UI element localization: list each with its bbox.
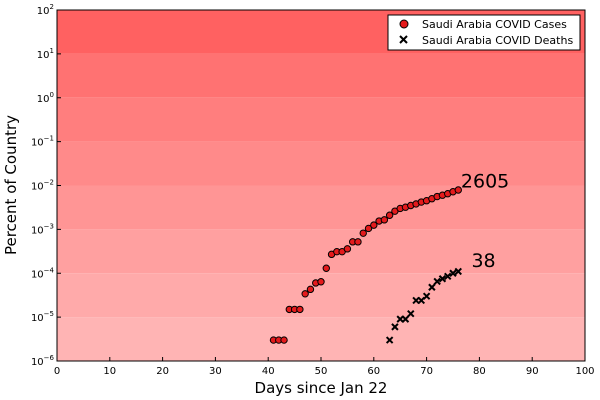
y-tick-label: 10−5 <box>31 310 54 324</box>
background-band <box>57 53 585 98</box>
background-band <box>57 97 585 142</box>
x-tick-label: 80 <box>473 366 486 377</box>
x-tick-label: 30 <box>209 366 222 377</box>
y-tick-label: 101 <box>37 47 54 61</box>
background-band <box>57 185 585 230</box>
x-tick-label: 100 <box>575 366 594 377</box>
y-tick-label: 100 <box>37 91 54 105</box>
background-bands <box>57 10 585 361</box>
deaths-point <box>449 269 457 277</box>
data-marks <box>269 186 462 344</box>
deaths-point <box>433 277 441 286</box>
cases-point <box>280 336 288 344</box>
annotations: 2605 38 <box>461 171 509 273</box>
background-band <box>57 229 585 274</box>
y-tick-label: 10−4 <box>31 266 55 280</box>
x-tick-label: 20 <box>156 366 169 377</box>
cases-point <box>364 224 373 233</box>
y-tick-label: 10−6 <box>31 354 55 368</box>
legend-marker-deaths <box>399 35 408 44</box>
cases-point <box>380 216 389 224</box>
cases-point <box>317 278 325 286</box>
deaths-point <box>391 323 399 331</box>
annotation-deaths-total: 38 <box>471 250 495 272</box>
background-band <box>57 141 585 186</box>
cases-point <box>301 290 309 298</box>
cases-point <box>354 238 362 246</box>
deaths-point <box>385 336 394 344</box>
deaths-point <box>428 283 436 291</box>
legend-label-deaths: Saudi Arabia COVID Deaths <box>422 34 573 47</box>
cases-point <box>296 305 304 314</box>
x-axis-title: Days since Jan 22 <box>255 379 388 397</box>
y-tick-label: 10−3 <box>31 222 54 236</box>
deaths-point <box>454 267 462 276</box>
legend-marker-cases <box>399 19 409 29</box>
annotation-cases-total: 2605 <box>461 171 509 193</box>
legend-box <box>387 14 581 51</box>
cases-point <box>343 245 352 253</box>
cases-point <box>306 285 315 294</box>
x-tick-label: 50 <box>315 366 328 377</box>
y-tick-label: 102 <box>37 3 54 17</box>
x-tick-label: 70 <box>420 366 433 377</box>
y-tick-label: 10−1 <box>31 135 54 149</box>
deaths-point <box>444 272 452 281</box>
x-tick-label: 40 <box>262 366 275 377</box>
y-tick-label: 10−2 <box>31 179 54 193</box>
deaths-point <box>438 275 447 283</box>
deaths-point <box>407 309 415 318</box>
cases-point <box>454 186 462 194</box>
x-tick-label: 90 <box>526 366 539 377</box>
deaths-point <box>401 315 410 323</box>
legend-label-cases: Saudi Arabia COVID Cases <box>422 18 567 31</box>
y-axis-ticks: 102 101 100 10−1 10−2 10−3 10−4 10−5 10−6 <box>31 3 61 368</box>
legend: Saudi Arabia COVID Cases Saudi Arabia CO… <box>387 14 581 51</box>
x-tick-label: 60 <box>367 366 380 377</box>
background-band <box>57 317 585 361</box>
cases-point <box>322 264 330 272</box>
x-axis-ticks: 0 10 20 30 40 50 60 70 80 90 100 <box>54 357 595 377</box>
x-tick-label: 10 <box>103 366 116 377</box>
cases-point <box>359 229 367 237</box>
y-axis-title: Percent of Country <box>2 115 20 255</box>
cases-point <box>385 211 394 219</box>
x-tick-label: 0 <box>54 366 60 377</box>
cases-point <box>370 221 378 229</box>
deaths-point <box>422 292 431 300</box>
